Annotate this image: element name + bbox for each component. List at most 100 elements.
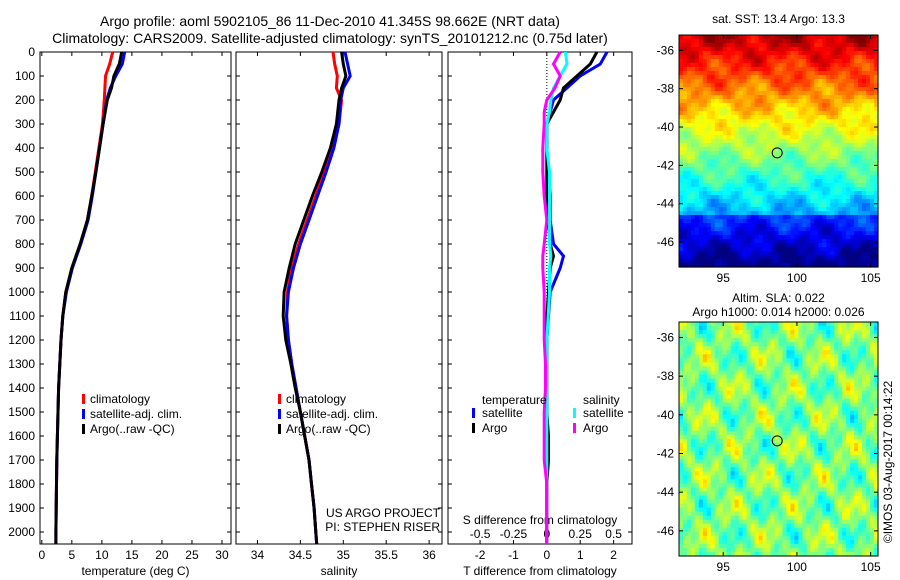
map-cell bbox=[790, 131, 796, 136]
map-cell bbox=[714, 47, 720, 52]
map-cell bbox=[754, 63, 760, 68]
map-cell bbox=[679, 382, 684, 388]
map-cell bbox=[802, 123, 807, 128]
map-cell bbox=[702, 227, 708, 232]
map-cell bbox=[794, 511, 799, 517]
map-cell bbox=[770, 406, 776, 412]
map-cell bbox=[690, 79, 696, 84]
map-cell bbox=[814, 139, 819, 144]
map-cell bbox=[714, 422, 720, 428]
map-cell bbox=[822, 251, 827, 256]
map-cell bbox=[706, 191, 712, 196]
map-cell bbox=[818, 259, 823, 264]
map-cell bbox=[718, 39, 724, 44]
map-cell bbox=[810, 115, 815, 120]
map-cell bbox=[694, 211, 700, 216]
map-cell bbox=[782, 386, 788, 392]
map-cell bbox=[686, 451, 692, 456]
map-cell bbox=[754, 103, 760, 108]
map-cell bbox=[754, 358, 760, 363]
map-cell bbox=[846, 219, 851, 224]
map-cell bbox=[862, 51, 867, 56]
map-cell bbox=[758, 374, 764, 380]
map-cell bbox=[754, 47, 760, 52]
map-cell bbox=[726, 223, 732, 228]
map-cell bbox=[746, 223, 752, 228]
map-cell bbox=[838, 115, 843, 120]
map-cell bbox=[722, 95, 728, 100]
map-cell bbox=[778, 503, 784, 509]
map-cell bbox=[718, 539, 724, 545]
map-cell bbox=[774, 187, 780, 192]
map-cell bbox=[830, 199, 835, 204]
map-cell bbox=[746, 326, 752, 331]
map-cell bbox=[726, 187, 732, 192]
map-cell bbox=[842, 63, 847, 68]
map-cell bbox=[806, 247, 811, 252]
map-cell bbox=[710, 83, 716, 88]
map-cell bbox=[866, 179, 871, 184]
map-cell bbox=[826, 91, 831, 96]
map-cell bbox=[702, 398, 708, 404]
map-cell bbox=[702, 119, 708, 124]
map-cell bbox=[786, 382, 792, 388]
map-cell bbox=[686, 495, 692, 501]
map-cell bbox=[746, 527, 752, 533]
map-cell bbox=[794, 483, 799, 489]
map-cell bbox=[679, 119, 684, 124]
map-cell bbox=[874, 71, 879, 76]
map-cell bbox=[682, 199, 688, 204]
map-cell bbox=[722, 99, 728, 104]
map-cell bbox=[794, 354, 799, 359]
map-cell bbox=[798, 191, 803, 196]
map-cell bbox=[770, 87, 776, 92]
map-cell bbox=[794, 527, 799, 533]
map-cell bbox=[738, 151, 744, 156]
map-cell bbox=[746, 439, 752, 444]
map-cell bbox=[762, 535, 768, 541]
map-cell bbox=[682, 75, 688, 80]
map-cell bbox=[734, 239, 740, 244]
map-cell bbox=[734, 243, 740, 248]
map-cell bbox=[679, 99, 684, 104]
map-cell bbox=[846, 231, 851, 236]
map-cell bbox=[754, 527, 760, 533]
map-cell bbox=[694, 243, 700, 248]
map-cell bbox=[862, 159, 867, 164]
map-cell bbox=[682, 362, 688, 367]
map-cell bbox=[758, 111, 764, 116]
map-cell bbox=[766, 426, 772, 432]
map-cell bbox=[806, 175, 811, 180]
map-cell bbox=[822, 59, 827, 64]
map-cell bbox=[718, 35, 724, 40]
map-cell bbox=[730, 79, 736, 84]
map-cell bbox=[774, 511, 780, 517]
map-cell bbox=[718, 426, 724, 432]
map-cell bbox=[798, 115, 803, 120]
map-cell bbox=[750, 479, 756, 484]
map-cell bbox=[718, 115, 724, 120]
map-cell bbox=[790, 227, 796, 232]
map-cell bbox=[866, 167, 871, 172]
map-cell bbox=[746, 370, 752, 376]
map-cell bbox=[726, 167, 732, 172]
map-cell bbox=[818, 79, 823, 84]
map-cell bbox=[806, 135, 811, 140]
map-cell bbox=[758, 115, 764, 120]
map-cell bbox=[690, 215, 696, 220]
map-cell bbox=[822, 207, 827, 212]
map-cell bbox=[818, 55, 823, 60]
map-cell bbox=[762, 263, 768, 268]
map-cell bbox=[818, 231, 823, 236]
map-cell bbox=[770, 370, 776, 376]
map-cell bbox=[746, 227, 752, 232]
map-cell bbox=[690, 495, 696, 501]
map-cell bbox=[814, 235, 819, 240]
map-cell bbox=[770, 107, 776, 112]
map-cell bbox=[790, 163, 796, 168]
map-cell bbox=[698, 107, 704, 112]
legend-label: satellite-adj. clim. bbox=[90, 407, 182, 421]
map-cell bbox=[706, 443, 712, 448]
map-cell bbox=[730, 426, 736, 432]
map-cell bbox=[802, 239, 807, 244]
